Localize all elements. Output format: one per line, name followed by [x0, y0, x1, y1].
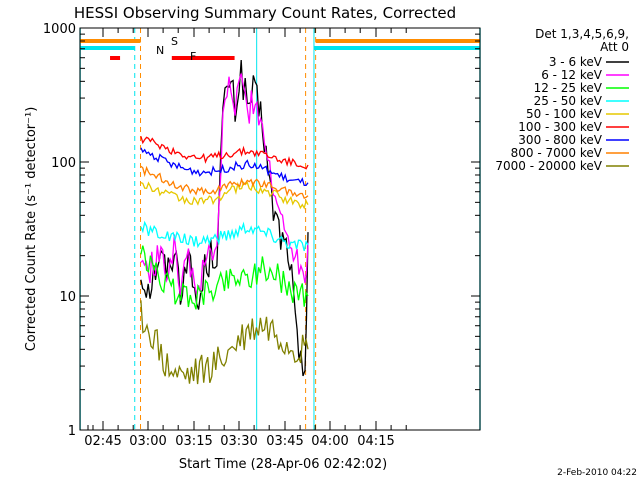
series-line-800-7000-kev — [140, 165, 309, 199]
x-tick-label: 03:30 — [220, 434, 257, 449]
series-line-25-50-kev — [140, 220, 309, 252]
legend-entry-label: 50 - 100 keV — [526, 107, 603, 121]
chart-layer: HESSI Observing Summary Count Rates, Cor… — [24, 4, 637, 478]
series-line-50-100-kev — [140, 181, 309, 210]
x-tick-label: 02:45 — [84, 434, 121, 449]
legend-entry-label: 100 - 300 keV — [518, 120, 602, 134]
legend-entry-label: 7000 - 20000 keV — [495, 159, 602, 173]
legend-entry-label: 800 - 7000 keV — [511, 146, 603, 160]
chart-title: HESSI Observing Summary Count Rates, Cor… — [74, 4, 456, 22]
legend-entry-label: 6 - 12 keV — [541, 68, 603, 82]
series-line-6-12-kev — [140, 73, 309, 295]
legend-header-line1: Det 1,3,4,5,6,9, — [535, 27, 629, 41]
series-line-100-300-kev — [140, 136, 309, 170]
footer-timestamp: 2-Feb-2010 04:22 — [557, 468, 637, 478]
legend-header-line2: Att 0 — [600, 40, 629, 54]
x-tick-label: 04:15 — [357, 434, 394, 449]
y-tick-label: 1000 — [43, 22, 76, 37]
series-line-300-800-kev — [140, 147, 309, 187]
n-marker-label: N — [156, 44, 164, 57]
x-tick-label: 03:15 — [175, 434, 212, 449]
series-line-7000-20000-kev — [140, 300, 309, 385]
y-axis-label: Corrected Count Rate (s⁻¹ detector⁻¹) — [24, 107, 39, 352]
series-line-12-25-kev — [140, 245, 309, 310]
legend-entry-label: 12 - 25 keV — [534, 81, 603, 95]
plot-frame — [79, 27, 481, 431]
y-tick-label: 1 — [68, 424, 76, 439]
x-tick-label: 04:00 — [311, 434, 348, 449]
s-marker-label: S — [171, 35, 178, 48]
legend-entry-label: 300 - 800 keV — [518, 133, 602, 147]
x-tick-label: 03:45 — [266, 434, 303, 449]
x-axis-label: Start Time (28-Apr-06 02:42:02) — [179, 457, 387, 472]
legend-entry-label: 3 - 6 keV — [549, 55, 603, 69]
y-tick-label: 100 — [51, 156, 76, 171]
x-tick-label: 03:00 — [129, 434, 166, 449]
series-line-3-6-kev — [140, 59, 309, 377]
legend-entry-label: 25 - 50 keV — [534, 94, 603, 108]
y-tick-label: 10 — [59, 290, 76, 305]
f-marker-label: F — [190, 50, 196, 63]
